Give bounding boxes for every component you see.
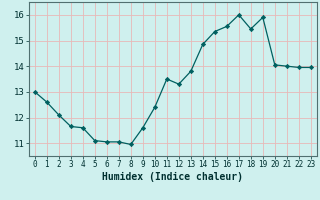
- X-axis label: Humidex (Indice chaleur): Humidex (Indice chaleur): [102, 172, 243, 182]
